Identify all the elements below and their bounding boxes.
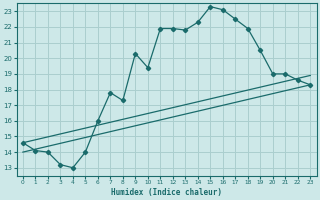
- X-axis label: Humidex (Indice chaleur): Humidex (Indice chaleur): [111, 188, 222, 197]
